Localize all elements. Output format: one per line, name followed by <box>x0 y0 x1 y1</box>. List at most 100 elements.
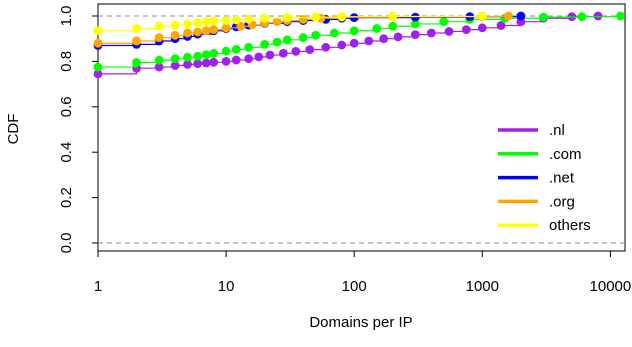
data-point <box>154 55 164 65</box>
data-point <box>244 42 254 52</box>
data-point <box>193 51 203 61</box>
y-tick-label: 1.0 <box>58 6 75 27</box>
data-point <box>260 13 270 23</box>
legend: .nl .com .net .org others <box>498 122 591 234</box>
data-point <box>349 38 359 48</box>
data-point <box>132 58 141 67</box>
data-point <box>221 57 231 66</box>
data-point <box>201 58 211 68</box>
data-point <box>410 30 420 40</box>
data-point <box>426 28 436 38</box>
x-tick-label: 10000 <box>590 278 632 295</box>
data-point <box>477 23 487 33</box>
legend-label: .org <box>549 193 575 210</box>
y-axis: 0.0 0.2 0.4 0.6 0.8 1.0 <box>58 6 98 253</box>
data-point <box>372 24 382 33</box>
data-point <box>364 36 374 46</box>
data-point <box>539 12 548 22</box>
data-point <box>393 32 403 42</box>
data-point <box>236 21 246 31</box>
y-tick-label: 0.6 <box>58 96 75 117</box>
data-point <box>209 16 219 26</box>
data-point <box>298 33 308 42</box>
data-point <box>231 44 241 54</box>
data-point <box>282 35 292 45</box>
legend-label: .net <box>549 170 575 187</box>
series-nl <box>93 11 603 79</box>
data-point <box>298 15 308 24</box>
data-point <box>244 14 254 24</box>
data-point <box>231 55 241 65</box>
legend-label: others <box>549 217 591 234</box>
data-point <box>577 12 587 22</box>
data-point <box>93 62 103 72</box>
data-point <box>321 42 331 52</box>
x-axis-label: Domains per IP <box>309 314 412 331</box>
data-point <box>616 11 625 21</box>
data-point <box>170 61 180 70</box>
data-point <box>183 28 192 38</box>
data-point <box>193 59 203 69</box>
data-point <box>183 59 192 69</box>
data-point <box>337 12 347 22</box>
x-tick-label: 100 <box>342 278 367 295</box>
data-point <box>311 12 321 22</box>
data-point <box>388 21 398 31</box>
data-point <box>209 25 219 35</box>
data-point <box>154 62 164 72</box>
data-point <box>201 26 211 36</box>
series-group <box>93 11 625 79</box>
series-others <box>93 11 487 36</box>
data-point <box>496 21 506 30</box>
data-point <box>278 48 288 58</box>
data-point <box>329 28 339 38</box>
data-point <box>477 11 487 21</box>
series-com <box>93 11 625 72</box>
data-point <box>282 13 292 22</box>
reference-lines <box>98 15 625 244</box>
legend-label: .nl <box>549 122 565 139</box>
data-point <box>221 46 231 56</box>
data-point <box>439 17 449 27</box>
data-point <box>272 37 282 47</box>
data-point <box>154 21 164 31</box>
data-point <box>260 39 270 49</box>
data-point <box>201 17 211 27</box>
data-point <box>305 45 315 54</box>
data-point <box>244 54 254 64</box>
x-tick-label: 10 <box>218 278 235 295</box>
legend-label: .com <box>549 146 582 163</box>
data-point <box>444 27 454 36</box>
data-point <box>193 18 203 28</box>
y-axis-label: CDF <box>5 114 22 145</box>
data-point <box>388 12 398 21</box>
x-tick-label: 1 <box>94 278 102 295</box>
data-point <box>93 26 103 36</box>
data-point <box>254 52 264 62</box>
data-point <box>410 19 420 29</box>
data-point <box>349 26 359 36</box>
data-point <box>93 69 103 79</box>
data-point <box>291 47 301 56</box>
data-point <box>504 11 513 21</box>
data-point <box>93 38 103 48</box>
data-point <box>272 17 282 27</box>
data-point <box>221 23 231 33</box>
data-point <box>461 25 471 35</box>
y-tick-label: 0.8 <box>58 51 75 72</box>
data-point <box>170 30 180 40</box>
data-point <box>209 57 219 67</box>
x-axis: 1 10 100 1000 10000 <box>94 250 632 295</box>
data-point <box>170 54 180 64</box>
data-point <box>132 36 141 46</box>
y-tick-label: 0.4 <box>58 142 75 163</box>
data-point <box>132 24 141 33</box>
data-point <box>221 16 231 25</box>
x-tick-label: 1000 <box>466 278 499 295</box>
data-point <box>379 34 389 44</box>
data-point <box>193 27 203 37</box>
y-tick-label: 0.2 <box>58 187 75 208</box>
data-point <box>183 52 192 62</box>
data-point <box>201 50 211 59</box>
